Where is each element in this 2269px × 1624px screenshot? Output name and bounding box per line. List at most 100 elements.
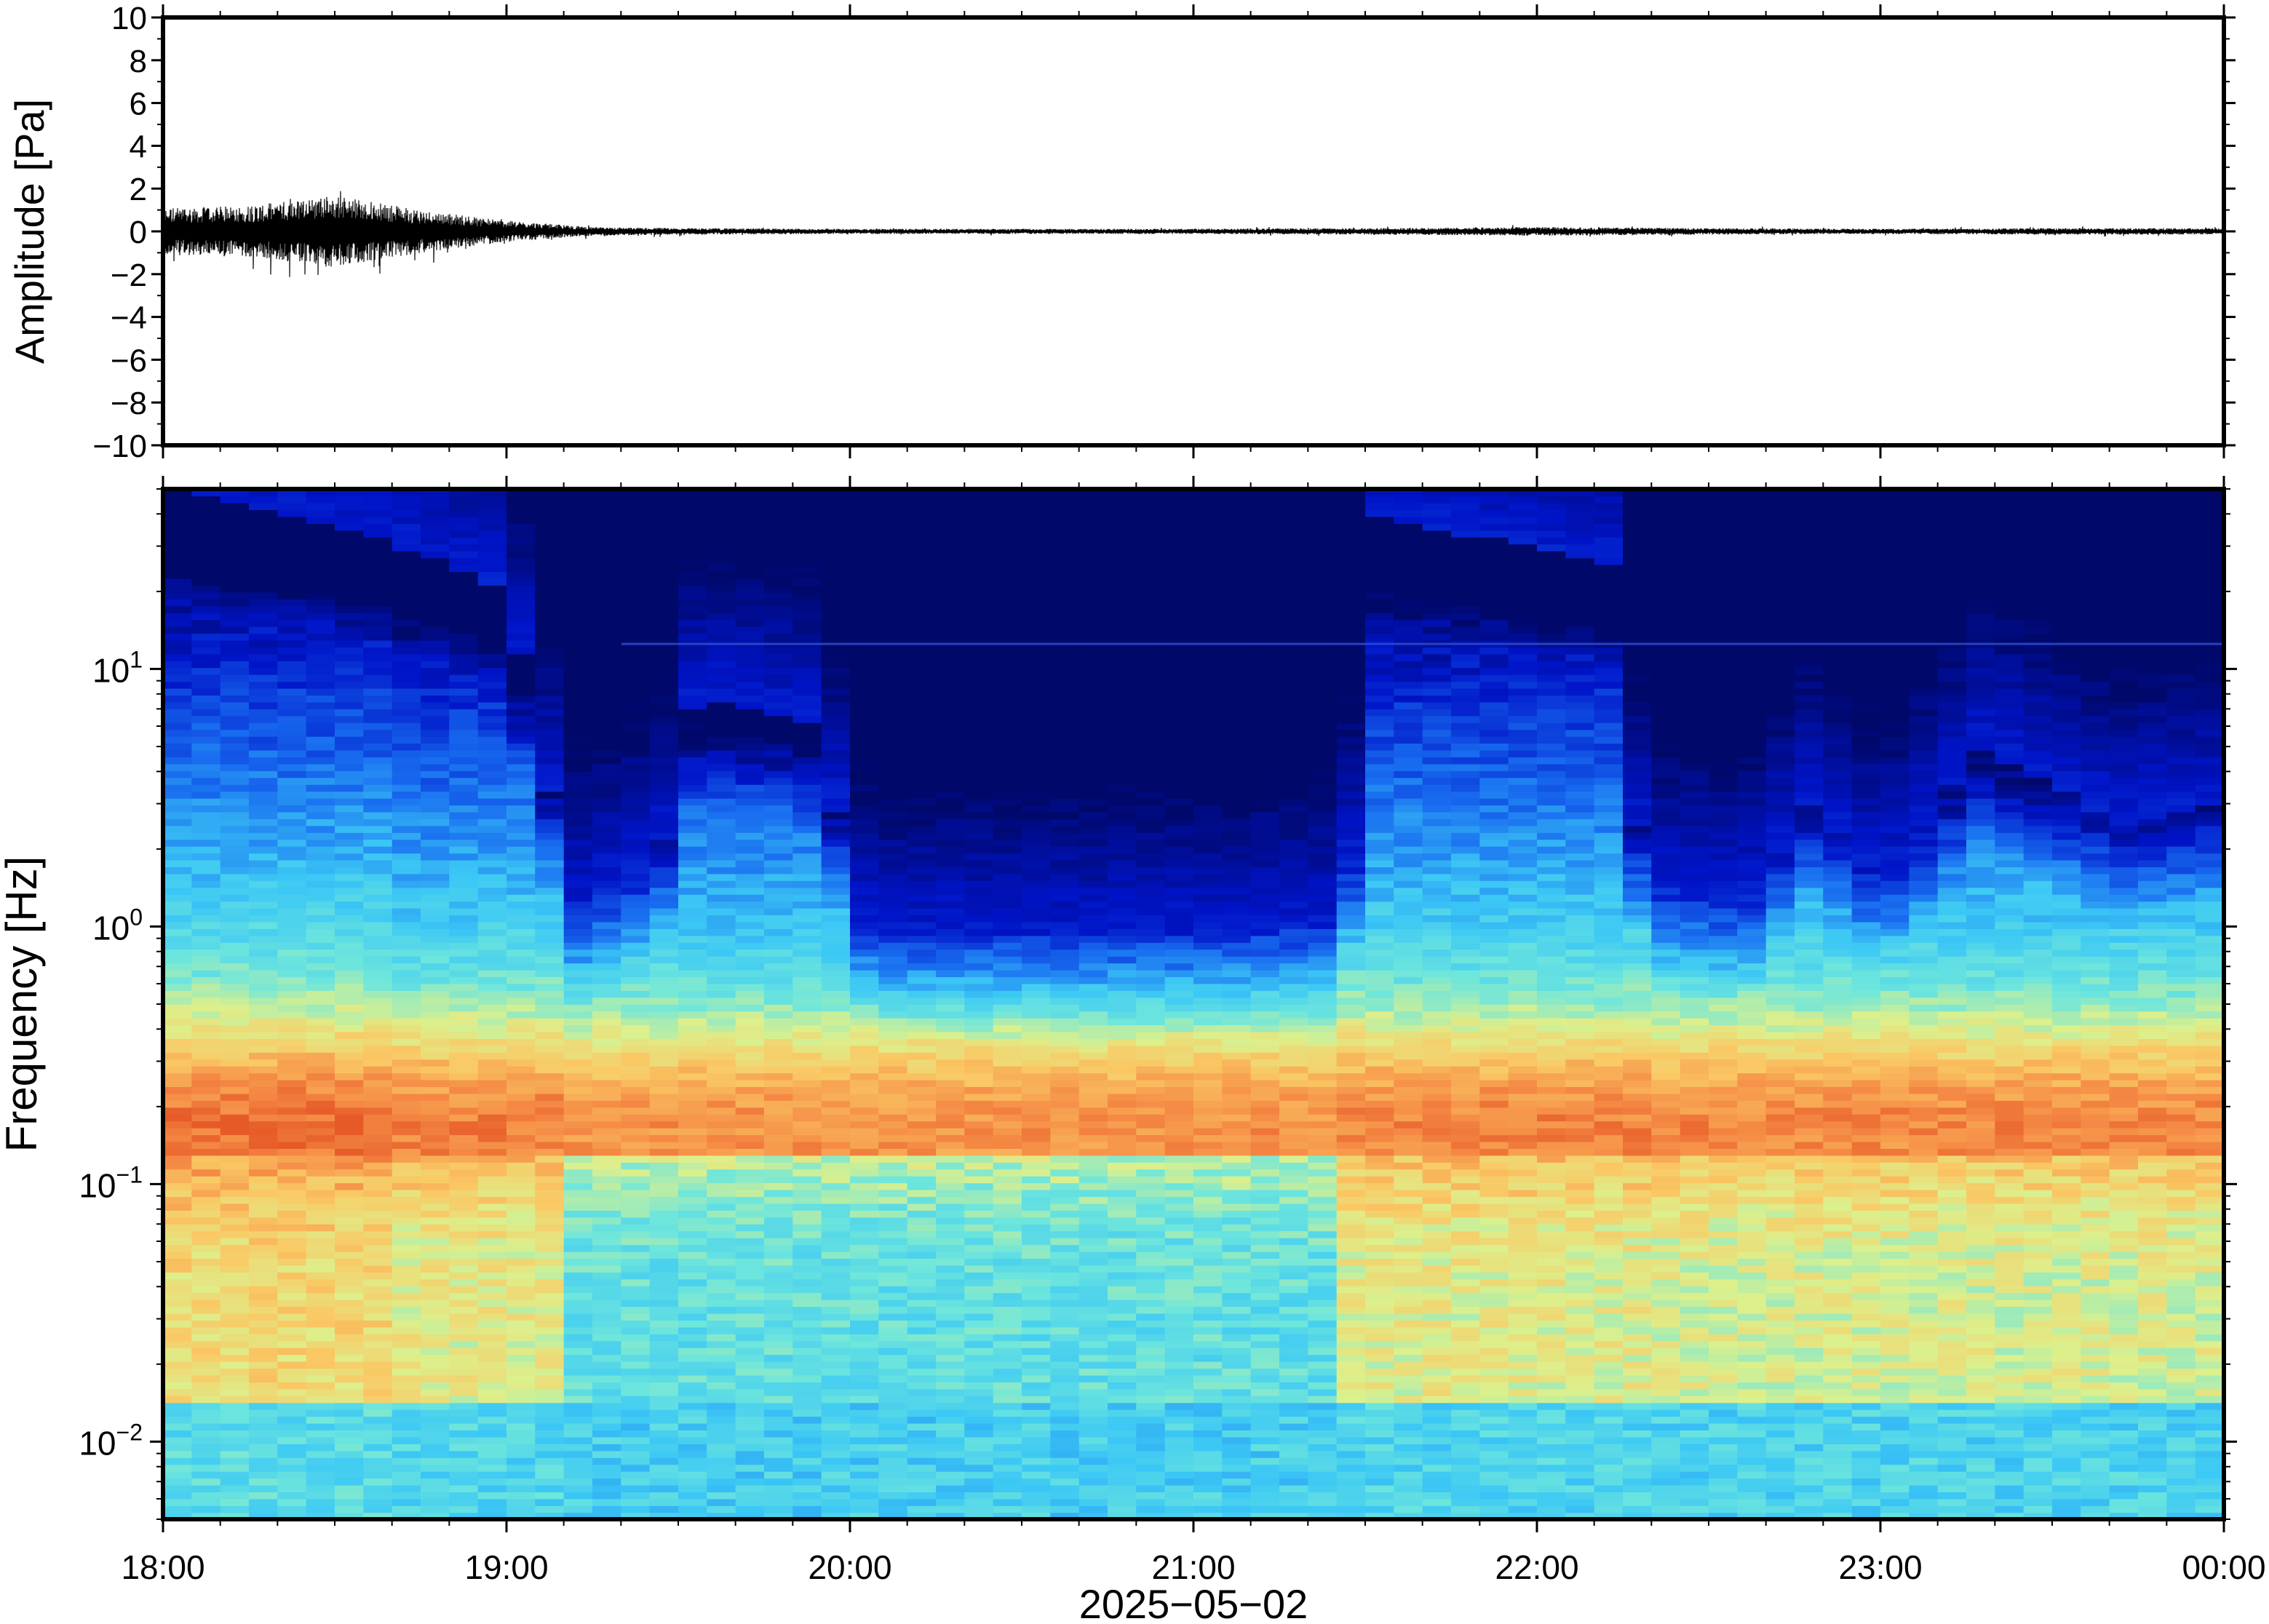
spectrogram-cell bbox=[649, 1470, 679, 1479]
spectrogram-cell bbox=[449, 867, 479, 875]
spectrogram-cell bbox=[764, 1361, 794, 1369]
spectrogram-cell bbox=[821, 661, 851, 669]
spectrogram-cell bbox=[535, 1265, 565, 1273]
spectrogram-cell bbox=[764, 1052, 794, 1060]
spectrogram-cell bbox=[1078, 1299, 1108, 1307]
spectrogram-cell bbox=[449, 1141, 479, 1149]
spectrogram-cell bbox=[563, 811, 593, 819]
spectrogram-cell bbox=[964, 715, 994, 723]
spectrogram-cell bbox=[707, 1409, 736, 1417]
spectrogram-cell bbox=[964, 1203, 994, 1211]
spectrogram-cell bbox=[907, 1320, 937, 1328]
spectrogram-cell bbox=[649, 605, 679, 613]
spectrogram-cell bbox=[1022, 1031, 1052, 1039]
spectrogram-cell bbox=[392, 1340, 421, 1348]
spectrogram-cell bbox=[621, 1066, 651, 1074]
spectrogram-cell bbox=[363, 1210, 393, 1218]
spectrogram-cell bbox=[191, 701, 221, 709]
spectrogram-cell bbox=[335, 599, 365, 607]
spectrogram-cell bbox=[191, 605, 221, 613]
amplitude-y-tick-label: −10 bbox=[92, 429, 147, 464]
spectrogram-cell bbox=[993, 997, 1022, 1005]
spectrogram-cell bbox=[707, 1258, 736, 1266]
spectrogram-cell bbox=[163, 873, 193, 881]
spectrogram-cell bbox=[678, 1244, 708, 1252]
spectrogram-cell bbox=[449, 1230, 479, 1238]
spectrogram-cell bbox=[907, 1093, 937, 1101]
spectrogram-cell bbox=[477, 1340, 507, 1348]
spectrogram-cell bbox=[477, 571, 507, 579]
spectrogram-cell bbox=[936, 1196, 966, 1204]
spectrogram-cell bbox=[850, 661, 880, 669]
spectrogram-cell bbox=[964, 551, 994, 559]
spectrogram-cell bbox=[1050, 1169, 1080, 1177]
spectrogram-cell bbox=[592, 1127, 622, 1136]
spectrogram-cell bbox=[191, 578, 221, 586]
spectrogram-cell bbox=[964, 1224, 994, 1232]
spectrogram-cell bbox=[850, 1031, 880, 1039]
spectrogram-cell bbox=[249, 599, 279, 607]
spectrogram-cell bbox=[678, 1072, 708, 1080]
spectrogram-cell bbox=[907, 1162, 937, 1170]
spectrogram-cell bbox=[506, 839, 536, 847]
spectrogram-cell bbox=[335, 1148, 365, 1156]
spectrogram-cell bbox=[191, 935, 221, 943]
spectrogram-cell bbox=[764, 949, 794, 957]
spectrogram-cell bbox=[792, 1072, 822, 1080]
spectrogram-cell bbox=[592, 1134, 622, 1142]
spectrogram-cell bbox=[563, 976, 593, 984]
spectrogram-cell bbox=[936, 489, 966, 497]
spectrogram-cell bbox=[506, 1059, 536, 1067]
spectrogram-cell bbox=[477, 901, 507, 909]
spectrogram-cell bbox=[1050, 1457, 1080, 1465]
spectrogram-cell bbox=[964, 592, 994, 600]
spectrogram-cell bbox=[993, 701, 1022, 709]
spectrogram-cell bbox=[907, 530, 937, 538]
spectrogram-cell bbox=[449, 757, 479, 765]
spectrogram-cell bbox=[678, 1203, 708, 1211]
spectrogram-cell bbox=[191, 530, 221, 538]
spectrogram-cell bbox=[993, 1052, 1022, 1060]
spectrogram-cell bbox=[477, 1299, 507, 1307]
spectrogram-cell bbox=[735, 797, 765, 805]
spectrogram-cell bbox=[249, 949, 279, 957]
spectrogram-cell bbox=[936, 1478, 966, 1486]
spectrogram-cell bbox=[592, 1464, 622, 1472]
spectrogram-cell bbox=[621, 661, 651, 669]
spectrogram-cell bbox=[707, 1121, 736, 1129]
spectrogram-cell bbox=[220, 1134, 250, 1142]
spectrogram-cell bbox=[592, 688, 622, 696]
spectrogram-cell bbox=[563, 1388, 593, 1396]
spectrogram-cell bbox=[1050, 955, 1080, 964]
spectrogram-cell bbox=[621, 969, 651, 977]
spectrogram-cell bbox=[335, 571, 365, 579]
spectrogram-cell bbox=[936, 832, 966, 840]
spectrogram-cell bbox=[1022, 1230, 1052, 1238]
spectrogram-cell bbox=[621, 557, 651, 565]
spectrogram-cell bbox=[563, 1045, 593, 1053]
spectrogram-cell bbox=[707, 1334, 736, 1342]
spectrogram-cell bbox=[878, 1079, 908, 1087]
spectrogram-cell bbox=[1050, 763, 1080, 771]
spectrogram-cell bbox=[707, 859, 736, 867]
spectrogram-cell bbox=[163, 509, 193, 517]
spectrogram-cell bbox=[191, 633, 221, 641]
spectrogram-cell bbox=[1050, 1203, 1080, 1211]
spectrogram-cell bbox=[792, 1478, 822, 1486]
spectrogram-cell bbox=[220, 571, 250, 579]
spectrogram-cell bbox=[277, 1045, 307, 1053]
spectrogram-cell bbox=[792, 653, 822, 661]
spectrogram-cell bbox=[220, 495, 250, 503]
spectrogram-cell bbox=[621, 1374, 651, 1382]
spectrogram-cell bbox=[936, 757, 966, 765]
spectrogram-cell bbox=[964, 1286, 994, 1294]
spectrogram-cell bbox=[191, 1107, 221, 1115]
spectrogram-cell bbox=[1022, 859, 1052, 867]
spectrogram-cell bbox=[535, 1354, 565, 1362]
spectrogram-cell bbox=[563, 1348, 593, 1356]
spectrogram-cell bbox=[993, 949, 1022, 957]
spectrogram-cell bbox=[964, 1114, 994, 1122]
spectrogram-cell bbox=[907, 709, 937, 717]
spectrogram-cell bbox=[592, 819, 622, 827]
spectrogram-cell bbox=[678, 1265, 708, 1273]
